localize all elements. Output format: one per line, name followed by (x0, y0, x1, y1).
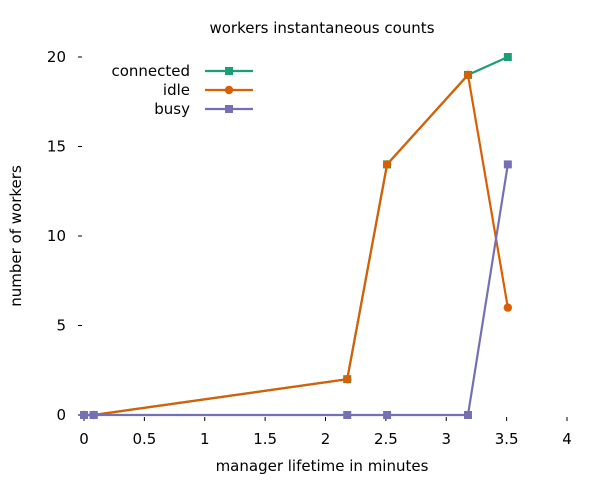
x-tick-label: 1.5 (253, 430, 277, 448)
series-line-idle (84, 73, 509, 417)
data-point (463, 411, 472, 419)
data-point (382, 160, 392, 169)
y-tick-label: 5 (56, 317, 66, 335)
series-line-connected (84, 55, 509, 417)
axes: 0 5 10 15 20 0 0.5 1 1.5 2 2.5 3 3.5 4 (47, 48, 572, 448)
y-tick-label: 0 (56, 406, 66, 424)
series-layer (79, 53, 513, 420)
x-tick-label: 0.5 (132, 430, 156, 448)
legend-marker-busy (225, 105, 233, 113)
y-tick-label: 15 (47, 138, 66, 156)
chart-title: workers instantaneous counts (209, 19, 434, 37)
data-point (89, 411, 98, 419)
x-tick-label: 2.5 (374, 430, 398, 448)
data-point (343, 375, 352, 384)
data-point (503, 303, 513, 312)
series-line-busy (84, 164, 509, 417)
legend-label-busy: busy (154, 100, 190, 118)
data-point (503, 53, 512, 61)
x-tick-label: 0 (79, 430, 89, 448)
data-point (383, 411, 392, 419)
x-tick-label: 1 (200, 430, 210, 448)
legend-marker-connected (225, 67, 233, 75)
y-tick-label: 20 (47, 48, 66, 66)
series-idle (79, 70, 513, 420)
y-tick-label: 10 (47, 227, 66, 245)
x-tick-label: 4 (562, 430, 572, 448)
legend-marker-idle (224, 85, 234, 95)
series-connected (80, 53, 512, 419)
data-point (463, 70, 473, 80)
x-tick-label: 3.5 (495, 430, 519, 448)
x-axis-label: manager lifetime in minutes (216, 457, 429, 475)
legend-label-idle: idle (163, 81, 190, 99)
x-tick-label: 2 (321, 430, 331, 448)
data-point (80, 411, 88, 419)
series-busy (80, 160, 512, 419)
data-point (503, 160, 512, 169)
y-axis-label: number of workers (7, 165, 25, 307)
x-tick-label: 3 (441, 430, 451, 448)
data-point (343, 411, 352, 419)
legend-label-connected: connected (111, 62, 190, 80)
